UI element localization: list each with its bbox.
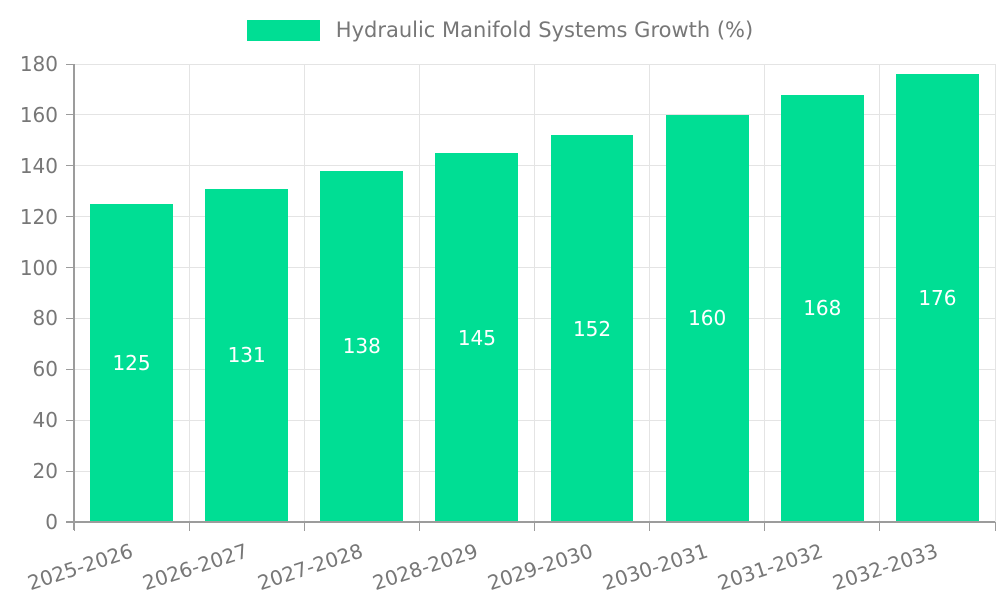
bar: 131 — [205, 188, 289, 522]
y-tick-mark — [66, 63, 74, 65]
bar: 138 — [320, 170, 404, 522]
y-tick-label: 160 — [19, 102, 58, 127]
bar-value-label: 125 — [112, 350, 151, 375]
bar-value-label: 138 — [342, 334, 381, 359]
gridline-v — [879, 64, 881, 522]
y-tick-label: 120 — [19, 204, 58, 229]
y-tick-mark — [66, 317, 74, 319]
y-tick-label: 60 — [32, 357, 58, 382]
bar-value-label: 145 — [457, 325, 497, 350]
gridline-v — [764, 64, 766, 522]
legend[interactable]: Hydraulic Manifold Systems Growth (%) — [0, 18, 1000, 42]
x-tick-label: 2032-2033 — [830, 538, 942, 596]
y-tick-label: 100 — [19, 255, 58, 280]
x-tick-mark — [534, 522, 535, 531]
bar: 176 — [895, 74, 979, 522]
x-tick-label: 2026-2027 — [139, 538, 251, 596]
x-tick-mark — [649, 522, 651, 531]
gridline-v — [534, 64, 535, 522]
y-tick-mark — [66, 368, 74, 370]
y-axis-line — [73, 64, 75, 530]
gridline-v — [994, 64, 996, 522]
bar: 125 — [90, 203, 173, 522]
x-tick-mark — [994, 522, 996, 531]
y-tick-label: 80 — [32, 306, 58, 331]
gridline-v — [418, 64, 420, 522]
y-tick-mark — [66, 267, 74, 269]
x-tick-label: 2028-2029 — [369, 538, 481, 596]
bar-value-label: 160 — [688, 306, 727, 331]
x-tick-mark — [879, 522, 881, 531]
x-tick-mark — [764, 522, 766, 531]
y-tick-mark — [66, 470, 74, 472]
bar-value-label: 176 — [918, 286, 957, 311]
y-tick-label: 180 — [19, 52, 58, 76]
y-tick-mark — [66, 165, 74, 167]
bar: 152 — [550, 135, 634, 522]
x-tick-mark — [188, 522, 190, 531]
y-tick-label: 40 — [32, 408, 58, 433]
y-tick-mark — [66, 419, 74, 421]
y-axis-labels: 0 20 40 60 80 100 120 140 160 180 — [0, 52, 58, 534]
bar: 168 — [780, 94, 864, 522]
x-axis-line — [66, 521, 995, 523]
bar-value-label: 168 — [803, 296, 842, 321]
x-tick-label: 2030-2031 — [599, 538, 711, 596]
y-tick-label: 140 — [19, 153, 58, 178]
x-axis-labels: 2025-2026 2026-2027 2027-2028 2028-2029 2029… — [24, 522, 995, 600]
bar: 160 — [665, 114, 749, 522]
bar-value-label: 131 — [227, 343, 266, 368]
gridline-v — [303, 64, 305, 522]
legend-label: Hydraulic Manifold Systems Growth (%) — [335, 18, 754, 42]
x-tick-mark — [418, 522, 420, 531]
gridline-v — [649, 64, 651, 522]
y-tick-label: 0 — [45, 510, 58, 534]
bar-value-label: 152 — [572, 316, 612, 341]
legend-swatch — [246, 19, 320, 41]
x-tick-label: 2031-2032 — [714, 538, 827, 596]
bar: 145 — [435, 153, 519, 522]
gridline-v — [188, 64, 190, 522]
x-tick-label: 2029-2030 — [484, 538, 596, 596]
x-tick-label: 2025-2026 — [24, 538, 136, 596]
x-tick-label: 2027-2028 — [254, 538, 366, 596]
plot-area: 125 131 138 145 152 160 168 176 — [66, 63, 996, 531]
x-tick-mark — [303, 522, 305, 531]
y-tick-label: 20 — [32, 459, 58, 484]
y-tick-mark — [66, 114, 74, 116]
y-tick-mark — [66, 216, 74, 218]
